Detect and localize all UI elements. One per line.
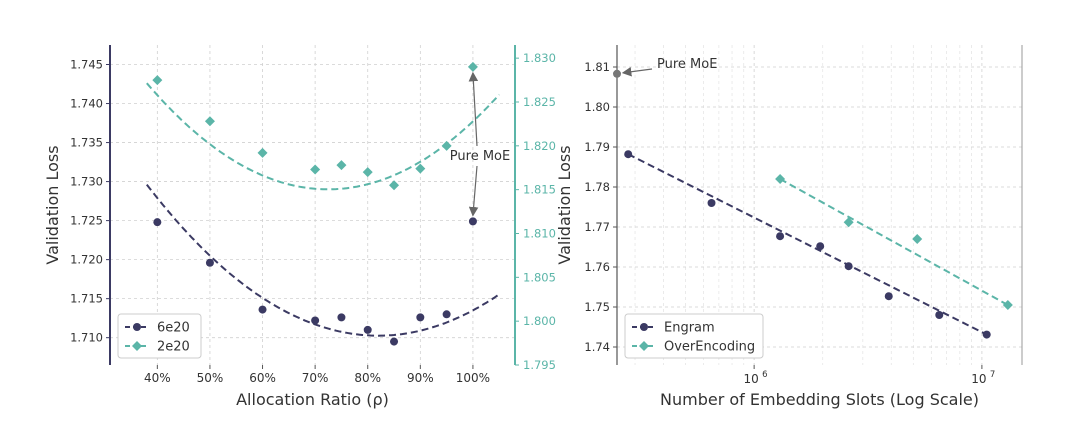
x-tick-label: 60%	[249, 371, 276, 385]
right-y-tick-label: 1.795	[523, 358, 556, 372]
y-tick-label: 1.78	[584, 180, 610, 194]
right-y-tick-label: 1.815	[523, 183, 556, 197]
right-y-tick-label: 1.830	[523, 51, 556, 65]
y-tick-label: 1.75	[584, 300, 610, 314]
y-tick-label: 1.77	[584, 220, 610, 234]
data-point-Engram	[707, 199, 716, 207]
data-point-2e20	[467, 61, 478, 72]
data-point-Engram	[844, 262, 853, 271]
y-tick-label: 1.76	[584, 260, 610, 274]
x-axis-label: Allocation Ratio (ρ)	[236, 390, 389, 409]
y-tick-label: 1.79	[584, 140, 610, 154]
x-tick-label: 100%	[456, 371, 490, 385]
data-point-2e20	[204, 116, 215, 127]
annotation-arrow	[468, 165, 479, 217]
x-tick-label: 40%	[144, 371, 171, 385]
data-point-6e20	[363, 325, 372, 334]
data-point-6e20	[390, 337, 399, 346]
data-point-6e20	[416, 313, 425, 322]
x-tick-label: 80%	[354, 371, 381, 385]
annotation-arrow	[621, 66, 653, 77]
data-point-2e20	[336, 160, 347, 171]
left-y-tick-label: 1.735	[70, 136, 103, 150]
legend-label: OverEncoding	[664, 340, 755, 355]
fit-line-Engram	[627, 153, 988, 336]
legend-marker	[132, 341, 142, 351]
data-point-Engram	[816, 242, 825, 251]
legend-marker	[639, 341, 649, 351]
data-point-2e20	[389, 180, 400, 191]
data-point-Engram	[776, 232, 785, 241]
right-chart: 1.74 1.75 1.76 1.77 1.78 1.79 1.80 1.81 10 6 10 7 Nu…	[555, 45, 1023, 409]
y-axis-label: Validation Loss	[43, 145, 62, 264]
data-point-6e20	[205, 258, 214, 267]
left-y-tick-label: 1.740	[70, 97, 103, 111]
annotation-pure-moe: Pure MoE	[657, 57, 717, 72]
y-tick-label: 1.74	[584, 340, 610, 354]
left-y-tick-label: 1.715	[70, 292, 103, 306]
data-point-6e20	[311, 316, 320, 325]
x-tick-label: 10	[743, 372, 758, 386]
x-axis-label: Number of Embedding Slots (Log Scale)	[660, 390, 979, 409]
y-axis-label: Validation Loss	[555, 145, 574, 264]
right-y-tick-label: 1.805	[523, 270, 556, 284]
data-point-Engram	[982, 330, 991, 339]
data-point-Engram	[884, 292, 893, 301]
data-point-2e20	[152, 75, 163, 86]
annotation-pure-moe: Pure MoE	[450, 149, 510, 164]
left-y-tick-label: 1.725	[70, 214, 103, 228]
right-y-tick-label: 1.820	[523, 139, 556, 153]
data-point-6e20	[337, 313, 346, 322]
x-tick-exponent: 6	[762, 370, 767, 380]
data-point-6e20	[153, 218, 162, 227]
left-y-tick-label: 1.745	[70, 58, 103, 72]
x-tick-label: 10	[971, 372, 986, 386]
data-point-Engram	[935, 311, 944, 319]
right-y-tick-label: 1.825	[523, 95, 556, 109]
left-y-tick-label: 1.720	[70, 253, 103, 267]
data-point-6e20	[258, 305, 267, 314]
data-point-6e20	[468, 217, 477, 226]
annotation-arrow	[468, 71, 479, 147]
data-point-2e20	[257, 147, 268, 158]
x-tick-label: 50%	[197, 371, 224, 385]
right-y-tick-label: 1.800	[523, 314, 556, 328]
legend-marker	[640, 323, 648, 331]
data-point-Engram	[624, 150, 633, 159]
data-point-2e20	[441, 140, 452, 151]
y-tick-label: 1.81	[584, 60, 610, 74]
data-point-2e20	[415, 163, 426, 174]
x-tick-label: 70%	[302, 371, 329, 385]
data-point-6e20	[442, 310, 451, 319]
fit-curve-6e20	[146, 183, 500, 337]
x-tick-label: 90%	[407, 371, 434, 385]
data-point-2e20	[310, 164, 321, 175]
fit-line-OverEncoding	[779, 178, 1009, 306]
data-point-OverEncoding	[775, 174, 786, 184]
data-point-OverEncoding	[843, 217, 854, 228]
legend-box	[624, 313, 764, 359]
y-tick-label: 1.80	[584, 100, 610, 114]
left-y-tick-label: 1.710	[70, 331, 103, 345]
left-y-tick-label: 1.730	[70, 175, 103, 189]
data-point-pure-moe	[613, 69, 621, 78]
fit-curve-2e20	[146, 82, 500, 191]
data-point-OverEncoding	[912, 234, 923, 244]
legend-label: 6e20	[157, 321, 190, 336]
legend-label: 2e20	[157, 340, 190, 355]
legend-marker	[133, 323, 141, 331]
x-tick-exponent: 7	[990, 370, 995, 380]
right-y-tick-label: 1.810	[523, 226, 556, 240]
data-point-2e20	[362, 167, 373, 178]
data-point-OverEncoding	[1002, 300, 1013, 310]
legend-label: Engram	[664, 321, 715, 336]
left-chart: 40% 50% 60% 70% 80% 90% 100% 1.710 1.715 1.720 1.7…	[43, 45, 556, 409]
